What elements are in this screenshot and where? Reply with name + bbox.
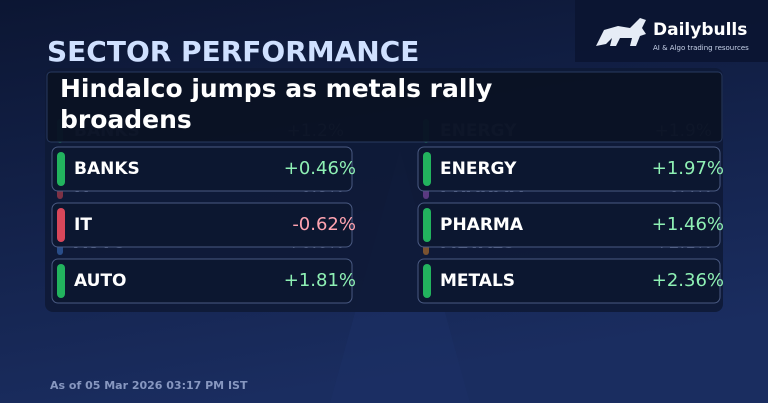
sector-card	[417, 202, 721, 248]
sector-indicator	[423, 208, 431, 242]
headline-box	[46, 71, 723, 143]
sector-name: IT	[74, 215, 92, 235]
sector-change: +0.46%	[284, 158, 356, 179]
sector-change: +2.36%	[652, 270, 724, 291]
logo-bull	[596, 18, 646, 46]
sector-card	[417, 258, 721, 304]
sector-card	[51, 258, 353, 304]
sector-card	[417, 146, 721, 192]
sector-name: AUTO	[74, 271, 127, 291]
sector-indicator	[423, 152, 431, 186]
sector-card	[51, 202, 353, 248]
logo-tagline: AI & Algo trading resources	[653, 44, 749, 52]
sector-name: PHARMA	[440, 215, 524, 235]
sector-name: BANKS	[74, 159, 140, 179]
headline: Hindalco jumps as metals rally broadens	[60, 74, 492, 134]
sector-indicator	[57, 264, 65, 298]
rows: BANKS +0.46% ENERGY +1.97% IT -0.62% PHARMA +1.…	[51, 146, 724, 304]
sector-name: METALS	[440, 271, 515, 291]
sector-change: +1.81%	[284, 270, 356, 291]
timestamp: As of 05 Mar 2026 03:17 PM IST	[50, 379, 248, 392]
sector-change: +1.97%	[652, 158, 724, 179]
logo-name: Dailybulls	[653, 20, 747, 40]
sector-name: ENERGY	[440, 159, 517, 179]
sector-change: +1.46%	[652, 214, 724, 235]
sector-indicator	[423, 264, 431, 298]
sector-indicator	[57, 208, 65, 242]
title: SECTOR PERFORMANCE	[47, 35, 419, 68]
sector-card	[51, 146, 353, 192]
sector-indicator	[57, 152, 65, 186]
sector-change: -0.62%	[292, 214, 356, 235]
